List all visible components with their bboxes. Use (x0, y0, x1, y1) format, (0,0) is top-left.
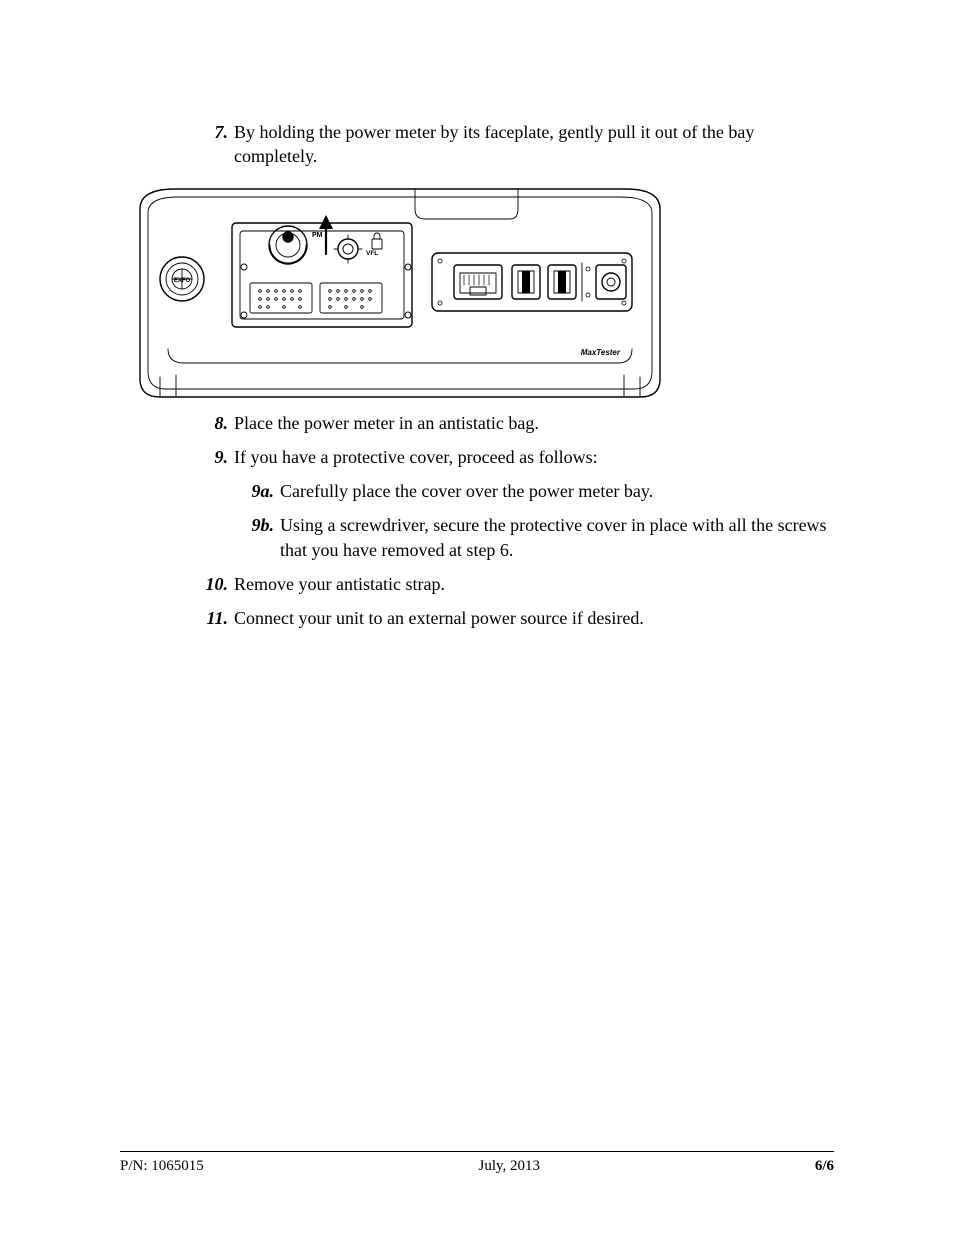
label-vfl: VFL (366, 250, 378, 257)
footer-date: July, 2013 (479, 1158, 541, 1175)
step-9: 9. If you have a protective cover, proce… (190, 445, 834, 469)
step-11: 11. Connect your unit to an external pow… (190, 606, 834, 630)
step-text: If you have a protective cover, proceed … (234, 445, 834, 469)
step-10: 10. Remove your antistatic strap. (190, 572, 834, 596)
footer-pagenum: 6/6 (815, 1158, 834, 1175)
page: 7. By holding the power meter by its fac… (0, 0, 954, 1235)
label-pm: PM (312, 232, 323, 239)
step-text: Place the power meter in an antistatic b… (234, 411, 834, 435)
step-7: 7. By holding the power meter by its fac… (190, 120, 834, 169)
substep-number: 9b. (234, 513, 280, 562)
step-number: 9. (190, 445, 234, 469)
step-9-substeps: 9a. Carefully place the cover over the p… (234, 479, 834, 562)
step-number: 11. (190, 606, 234, 630)
step-9a: 9a. Carefully place the cover over the p… (234, 479, 834, 503)
device-figure: PM VFL EXFO MaxTester (120, 179, 764, 399)
step-number: 8. (190, 411, 234, 435)
step-8: 8. Place the power meter in an antistati… (190, 411, 834, 435)
step-9b: 9b. Using a screwdriver, secure the prot… (234, 513, 834, 562)
step-text: By holding the power meter by its facepl… (234, 120, 834, 169)
step-text: Connect your unit to an external power s… (234, 606, 834, 630)
step-text: Remove your antistatic strap. (234, 572, 834, 596)
step-number: 7. (190, 120, 234, 169)
substep-number: 9a. (234, 479, 280, 503)
step-number: 10. (190, 572, 234, 596)
substep-text: Using a screwdriver, secure the protecti… (280, 513, 834, 562)
device-svg: PM VFL EXFO MaxTester (120, 179, 680, 399)
content-body: 7. By holding the power meter by its fac… (120, 120, 834, 631)
footer-partnumber: P/N: 1065015 (120, 1158, 204, 1175)
label-brand: MaxTester (581, 348, 621, 357)
substep-text: Carefully place the cover over the power… (280, 479, 834, 503)
label-exfo: EXFO (174, 278, 191, 284)
page-footer: P/N: 1065015 July, 2013 6/6 (120, 1151, 834, 1175)
